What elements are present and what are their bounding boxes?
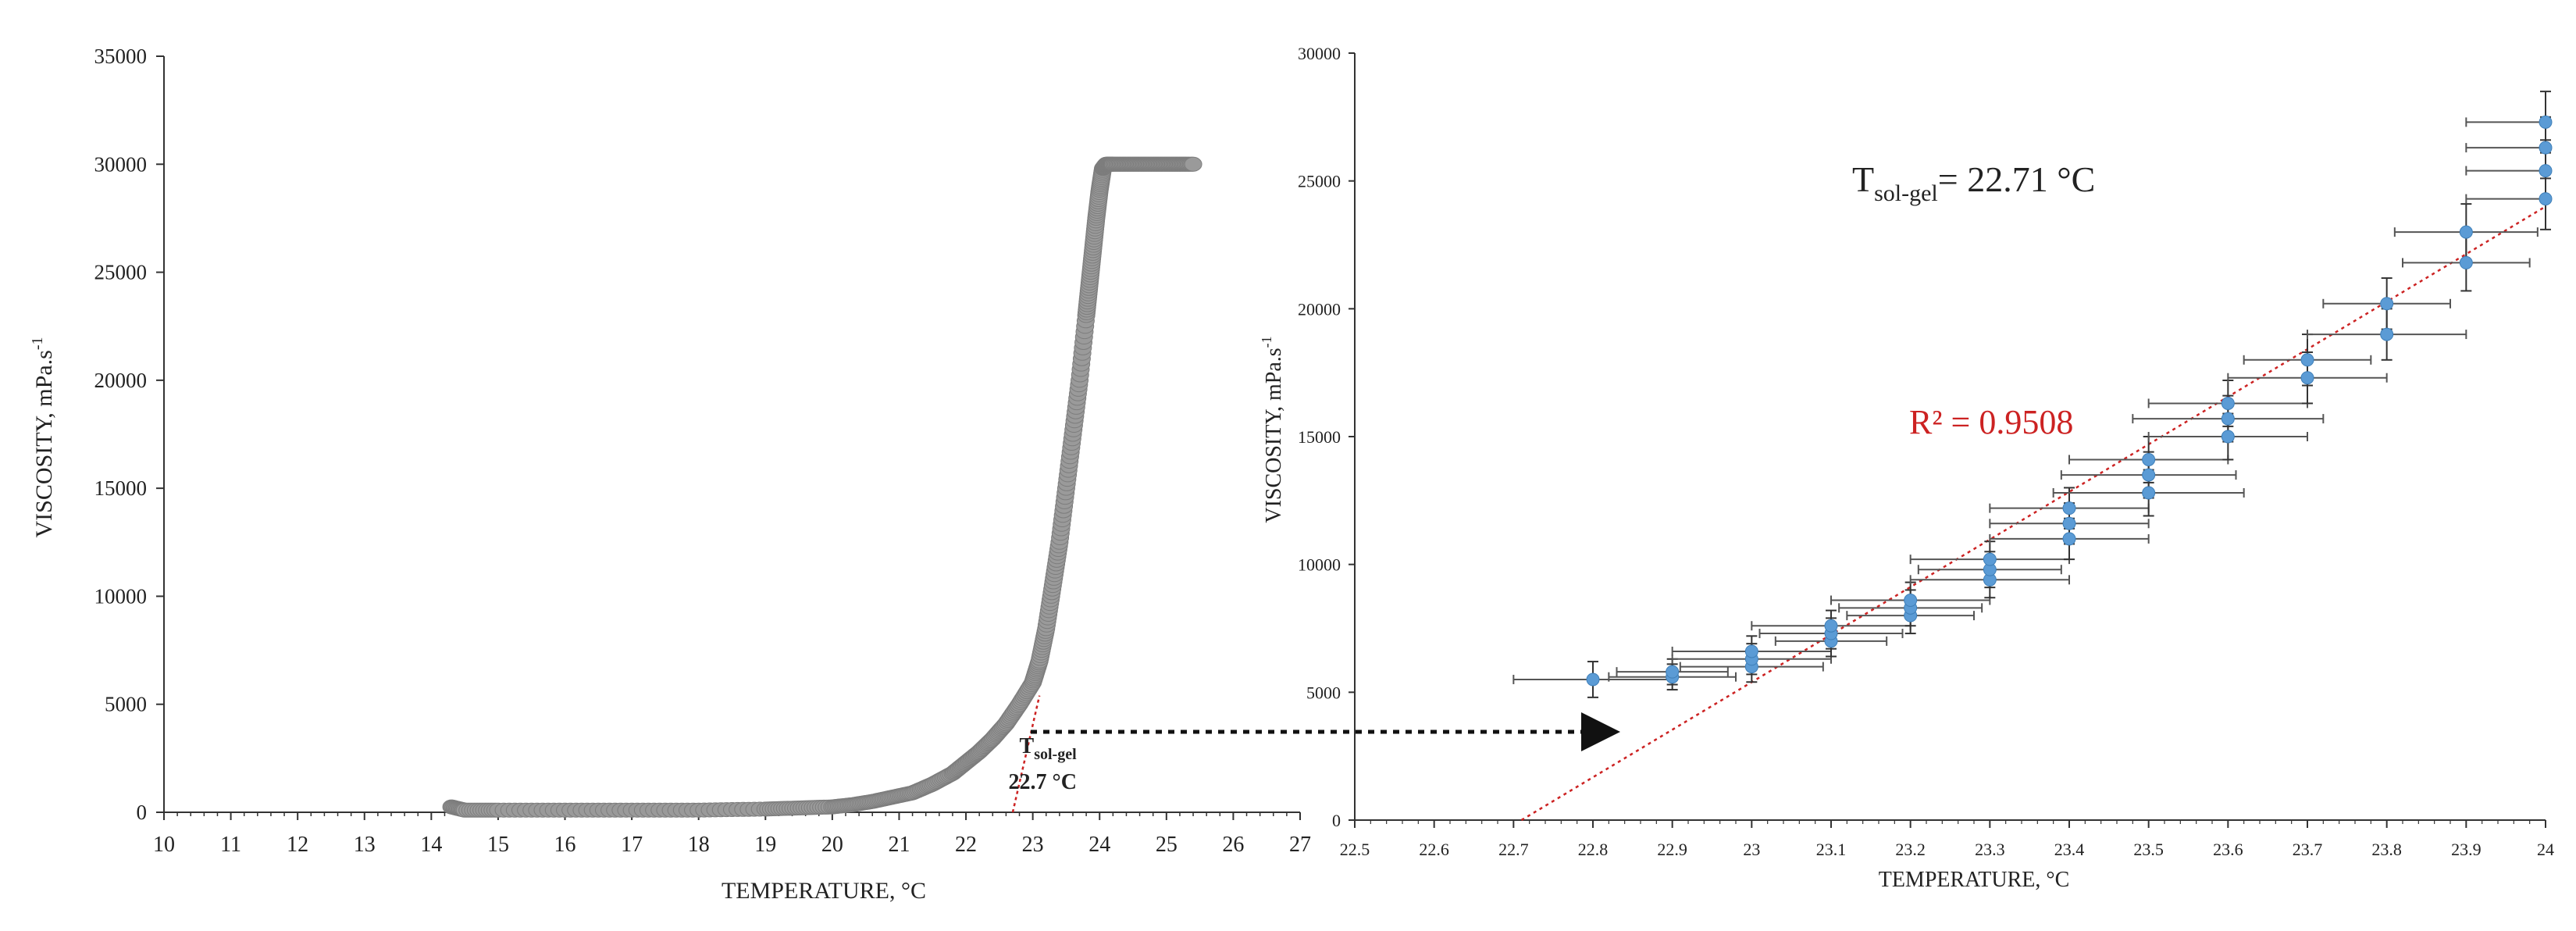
- left-y-tick-label: 25000: [94, 261, 148, 284]
- right-trendline: [1520, 205, 2546, 822]
- left-x-tick-label: 19: [754, 833, 776, 857]
- left-y-tick-label: 35000: [94, 45, 148, 68]
- left-x-axis-label: TEMPERATURE, °C: [721, 878, 926, 904]
- left-x-tick-label: 25: [1156, 833, 1178, 857]
- left-data-points: [442, 156, 1202, 818]
- right-data-point: [2221, 430, 2235, 444]
- r-squared-label: R² = 0.9508: [1909, 403, 2073, 441]
- right-x-tick-label: 22.7: [1498, 840, 1529, 859]
- left-x-tick-label: 14: [420, 833, 442, 857]
- right-y-tick-label: 30000: [1298, 44, 1341, 63]
- left-x-tick-label: 13: [354, 833, 376, 857]
- left-x-tick-label: 10: [153, 833, 175, 857]
- right-data-point: [1666, 665, 1680, 679]
- right-data-point: [2539, 115, 2553, 129]
- left-x-tick-label: 21: [888, 833, 910, 857]
- right-data-point: [2062, 532, 2076, 546]
- right-y-tick-label: 25000: [1298, 172, 1341, 191]
- left-y-tick-label: 30000: [94, 152, 148, 176]
- left-x-tick-label: 18: [688, 833, 710, 857]
- right-y-tick-label: 5000: [1306, 683, 1341, 702]
- left-y-tick-label: 0: [137, 801, 148, 824]
- left-x-tick-label: 23: [1022, 833, 1044, 857]
- right-x-tick-label: 23.2: [1895, 840, 1926, 859]
- right-data-point: [1904, 593, 1918, 607]
- right-data-point: [2142, 452, 2156, 466]
- left-data-point: [1184, 156, 1202, 172]
- right-data-point: [2300, 371, 2314, 385]
- left-y-tick-label: 5000: [105, 693, 147, 716]
- right-data-point: [2459, 225, 2473, 239]
- left-x-tick-label: 17: [621, 833, 643, 857]
- right-y-axis-label: VISCOSITY, mPa.s-1: [1259, 336, 1286, 523]
- left-x-tick-label: 24: [1088, 833, 1110, 857]
- right-x-tick-label: 23.4: [2054, 840, 2085, 859]
- chart-left: 10 11 12 13 14 15 16 17 18 19 20 21 22 23 24 25 26 27 0 500…: [29, 45, 1311, 904]
- left-y-tick-label: 10000: [94, 584, 148, 608]
- left-y-axis-label: VISCOSITY, mPa.s-1: [29, 337, 57, 538]
- right-x-tick-label: 23.7: [2293, 840, 2323, 859]
- right-x-tick-label: 22.8: [1578, 840, 1609, 859]
- right-data-point: [2380, 327, 2394, 341]
- right-data-point: [1824, 619, 1838, 633]
- right-x-tick-label: 23.5: [2133, 840, 2164, 859]
- left-x-tick-label: 16: [554, 833, 576, 857]
- right-data-point: [2380, 297, 2394, 311]
- left-x-tick-label: 11: [220, 833, 241, 857]
- right-data-point: [2142, 468, 2156, 482]
- right-x-tick-label: 23.1: [1816, 840, 1847, 859]
- left-ticks: 10 11 12 13 14 15 16 17 18 19 20 21 22 23 24 25 26 27 0 500…: [94, 45, 1312, 857]
- right-x-tick-label: 23: [1743, 840, 1760, 859]
- chart-right: 22.5 22.6 22.7 22.8 22.9 23 23.1 23.2 23.3 23.4 23…: [1259, 44, 2554, 892]
- left-trendline: [1011, 695, 1041, 813]
- right-y-tick-label: 10000: [1298, 555, 1341, 575]
- left-x-tick-label: 20: [821, 833, 843, 857]
- right-x-tick-label: 23.8: [2371, 840, 2402, 859]
- left-x-tick-label: 15: [487, 833, 509, 857]
- right-y-tick-label: 20000: [1298, 299, 1341, 319]
- right-x-tick-label: 23.3: [1975, 840, 2005, 859]
- right-data-point: [1744, 644, 1758, 658]
- right-data-point: [2221, 412, 2235, 426]
- right-data-point: [2539, 164, 2553, 178]
- right-x-axis-label: TEMPERATURE, °C: [1879, 868, 2070, 892]
- right-x-tick-label: 22.9: [1657, 840, 1687, 859]
- right-x-tick-label: 22.6: [1419, 840, 1449, 859]
- right-trend-line: [1520, 205, 2546, 822]
- left-trend-line: [1011, 695, 1041, 813]
- right-data-point: [2539, 192, 2553, 206]
- right-data-point: [2062, 501, 2076, 515]
- right-data-point: [2142, 486, 2156, 500]
- left-x-tick-label: 12: [287, 833, 308, 857]
- right-data-point: [2221, 396, 2235, 410]
- left-x-tick-label: 27: [1289, 833, 1311, 857]
- right-y-tick-label: 15000: [1298, 427, 1341, 447]
- right-data-points: [1586, 115, 2553, 687]
- right-data-point: [1983, 552, 1997, 566]
- left-y-tick-label: 20000: [94, 369, 148, 392]
- left-annotation-tsolgel: Tsol-gel: [1020, 734, 1078, 763]
- left-x-tick-label: 22: [955, 833, 977, 857]
- right-y-tick-label: 0: [1332, 811, 1341, 830]
- tsolgel-label: Tsol-gel= 22.71 °C: [1852, 159, 2095, 206]
- right-x-tick-label: 23.9: [2451, 840, 2482, 859]
- right-data-point: [2539, 141, 2553, 155]
- right-x-tick-label: 22.5: [1340, 840, 1370, 859]
- right-data-point: [2300, 353, 2314, 367]
- right-data-point: [2062, 516, 2076, 530]
- right-x-tick-label: 24: [2537, 840, 2554, 859]
- left-y-tick-label: 15000: [94, 476, 148, 500]
- left-x-tick-label: 26: [1222, 833, 1244, 857]
- right-x-tick-label: 23.6: [2213, 840, 2243, 859]
- right-data-point: [1586, 672, 1600, 687]
- right-data-point: [2459, 255, 2473, 269]
- left-annotation-value: 22.7 °C: [1009, 770, 1077, 794]
- right-ticks: 22.5 22.6 22.7 22.8 22.9 23 23.1 23.2 23.3 23.4 23…: [1298, 44, 2554, 859]
